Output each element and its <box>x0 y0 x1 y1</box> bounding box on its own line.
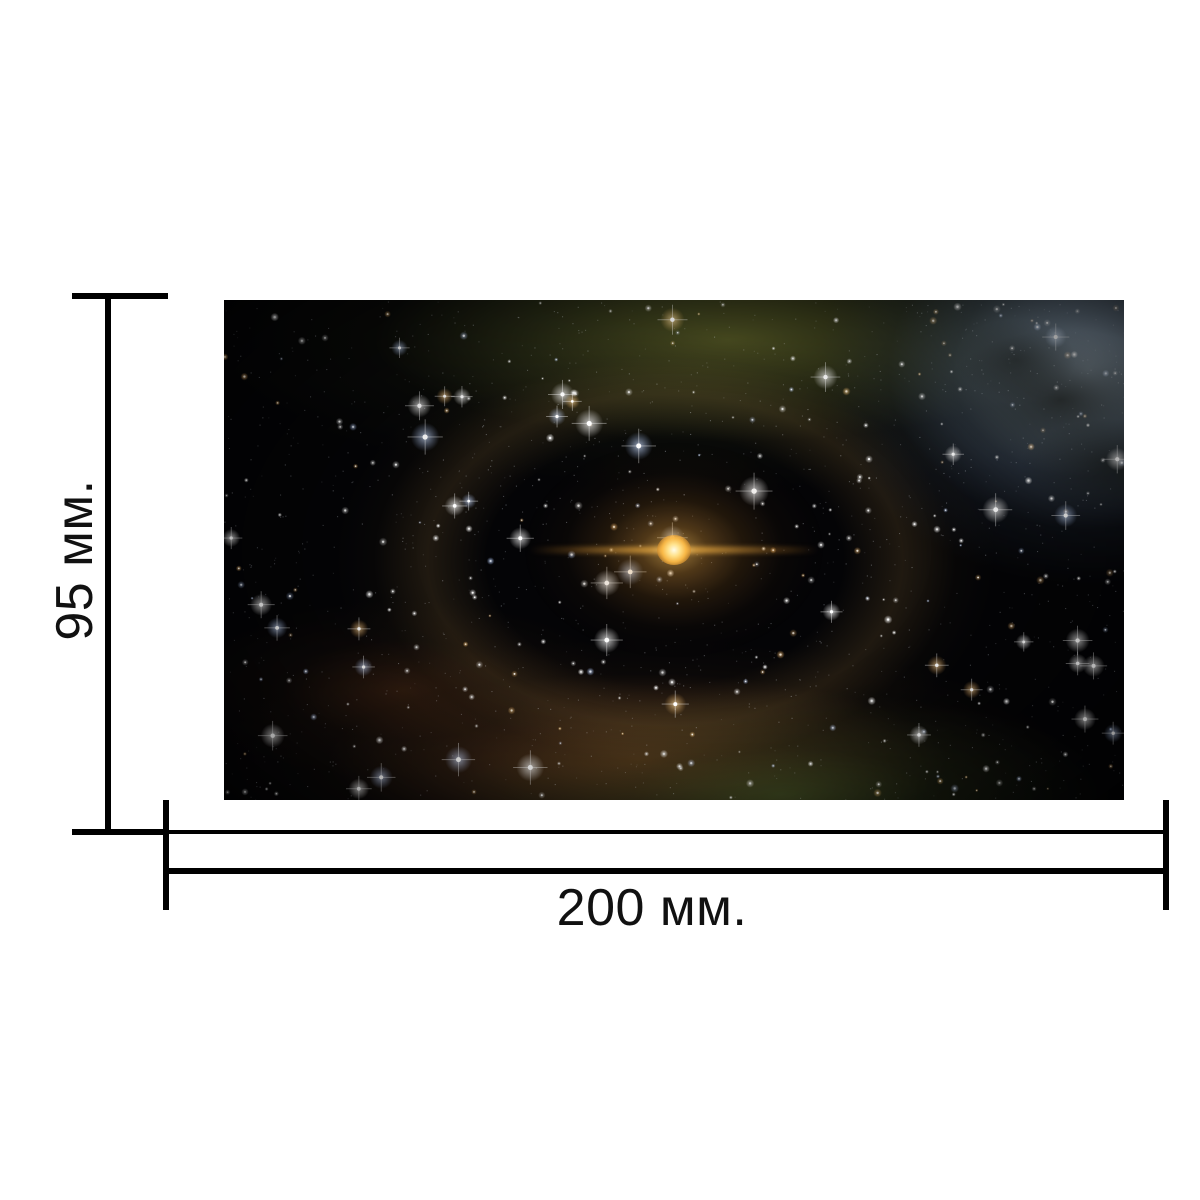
height-dimension-top-cap <box>72 293 168 299</box>
bottom-extension-line <box>72 830 1169 834</box>
photo-vignette <box>224 300 1124 800</box>
height-dimension-line <box>105 296 111 833</box>
width-dimension-label: 200 мм. <box>556 879 748 937</box>
product-photo <box>224 300 1124 800</box>
width-dimension-line <box>166 868 1169 874</box>
width-dimension-right-tick <box>1163 800 1169 910</box>
width-dimension-left-tick <box>163 800 169 910</box>
height-dimension-label: 95 мм. <box>46 479 104 641</box>
